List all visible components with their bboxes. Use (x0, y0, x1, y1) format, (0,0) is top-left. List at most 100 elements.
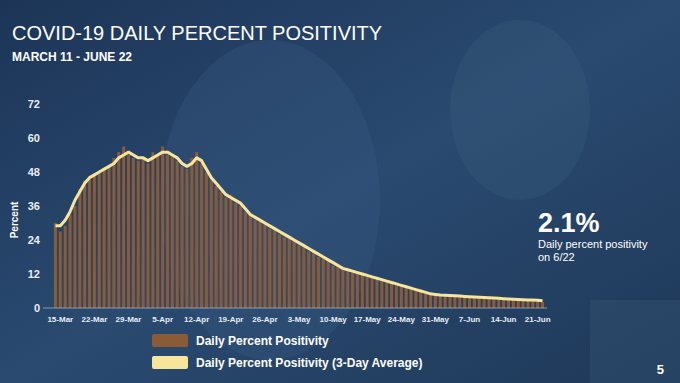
bar (453, 296, 456, 308)
bar (390, 283, 393, 309)
bar (220, 192, 223, 308)
bar (302, 246, 305, 308)
bar (54, 223, 57, 308)
bar (400, 285, 403, 308)
y-tick-label: 0 (34, 302, 40, 314)
bar (112, 158, 115, 308)
background-shape (160, 40, 380, 360)
bar (171, 155, 174, 308)
x-tick-label: 14-Jun (491, 315, 517, 324)
x-tick-label: 10-May (320, 315, 348, 324)
bar (278, 234, 281, 308)
bar (317, 257, 320, 308)
bar (108, 166, 111, 308)
y-tick-label: 12 (28, 268, 40, 280)
bar (375, 280, 378, 308)
bar (93, 175, 96, 308)
x-tick-label: 19-Apr (218, 315, 243, 324)
bar (332, 266, 335, 309)
bar (444, 295, 447, 308)
bar (205, 172, 208, 308)
bar (268, 229, 271, 308)
title: COVID-19 DAILY PERCENT POSITIVITY (12, 22, 382, 44)
bar (312, 251, 315, 308)
bar (142, 158, 145, 308)
x-tick-label: 29-Mar (116, 315, 142, 324)
legend-swatch (152, 334, 188, 347)
page-number: 5 (657, 362, 664, 377)
y-tick-label: 60 (28, 132, 40, 144)
background (0, 0, 680, 383)
subtitle: MARCH 11 - JUNE 22 (12, 50, 132, 64)
bar (322, 257, 325, 308)
x-tick-label: 17-May (354, 315, 382, 324)
bar (151, 152, 154, 308)
x-tick-label: 15-Mar (47, 315, 73, 324)
x-tick-label: 26-Apr (252, 315, 277, 324)
bar (103, 169, 106, 308)
bar (507, 299, 510, 308)
x-tick-label: 31-May (422, 315, 450, 324)
x-tick-label: 5-Apr (152, 315, 173, 324)
y-tick-label: 48 (28, 166, 40, 178)
bar (478, 298, 481, 308)
bar (127, 155, 130, 308)
bar (83, 181, 86, 309)
bar (190, 158, 193, 308)
background-shape (590, 300, 680, 383)
bar (64, 226, 67, 308)
bar (132, 158, 135, 308)
bar (59, 232, 62, 309)
legend-label: Daily Percent Positivity (196, 334, 329, 348)
bar (424, 294, 427, 308)
bar (273, 229, 276, 308)
bar (122, 147, 125, 309)
x-tick-label: 21-Jun (525, 315, 551, 324)
bar (487, 298, 490, 308)
bar (249, 215, 252, 309)
bar (448, 296, 451, 308)
bar (341, 268, 344, 308)
bar (395, 285, 398, 308)
bar (439, 295, 442, 308)
bar (215, 186, 218, 308)
bar (73, 206, 76, 308)
bar (293, 240, 296, 308)
bar (210, 181, 213, 309)
bar (156, 155, 159, 308)
y-tick-label: 36 (28, 200, 40, 212)
bar (410, 288, 413, 308)
annotation-value: 2.1% (538, 208, 600, 238)
bar (137, 161, 140, 308)
bar (239, 206, 242, 308)
bar (78, 189, 81, 308)
bar (263, 223, 266, 308)
annotation-text: Daily percent positivityon 6/22 (538, 238, 648, 263)
bar (161, 147, 164, 309)
bar (468, 297, 471, 308)
bar (414, 291, 417, 308)
bar (259, 220, 262, 308)
legend-label: Daily Percent Positivity (3-Day Average) (196, 356, 423, 370)
bar (244, 212, 247, 308)
bar (185, 169, 188, 308)
bar (356, 274, 359, 308)
bar (234, 203, 237, 308)
bar (458, 296, 461, 308)
plot-area (54, 147, 544, 309)
chart: COVID-19 DAILY PERCENT POSITIVITY MARCH 1… (0, 0, 680, 383)
y-axis-label: Percent (9, 201, 20, 238)
bar (229, 195, 232, 308)
bar (195, 152, 198, 308)
bar (181, 166, 184, 308)
bar (69, 215, 72, 309)
bar (361, 274, 364, 308)
bar (327, 260, 330, 308)
background-shape (450, 20, 590, 200)
legend-swatch (152, 356, 188, 369)
bar (176, 161, 179, 308)
x-tick-label: 12-Apr (184, 315, 209, 324)
x-tick-label: 3-May (288, 315, 311, 324)
x-axis (43, 308, 547, 309)
bar (336, 266, 339, 309)
